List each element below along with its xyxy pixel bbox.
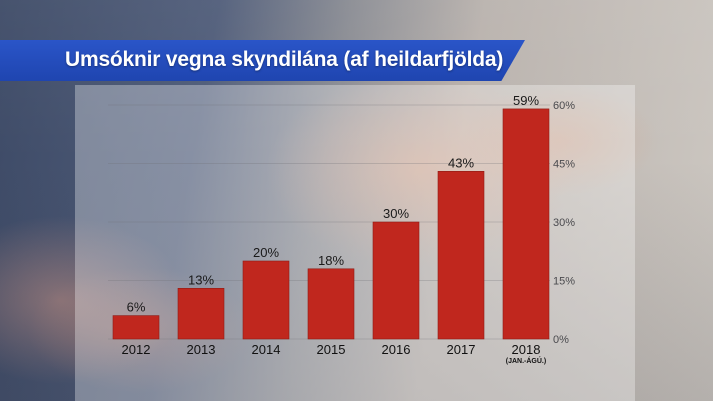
x-axis-labels: 2012 2013 2014 2015 2016 2017 2018(JAN.-ÁGÚ.) [122,342,547,365]
title-banner [0,40,525,81]
data-label: 18% [318,253,344,268]
bar [437,171,485,340]
category-label: 2014 [252,342,281,357]
category-label: 2016 [382,342,411,357]
data-label: 6% [127,300,146,315]
y-tick-label: 30% [553,217,575,229]
bar [242,260,290,340]
category-label: 2012 [122,342,151,357]
data-labels: 6% 13% 20% 18% 30% 43% 59% [127,93,540,315]
bars [112,108,550,340]
category-sublabel: (JAN.-ÁGÚ.) [506,356,546,365]
data-label: 20% [253,245,279,260]
bar [372,221,420,340]
category-label: 2015 [317,342,346,357]
bar [112,315,160,340]
data-label: 43% [448,155,474,170]
chart-title: Umsóknir vegna skyndilána (af heildarfjö… [65,48,504,71]
y-tick-label: 15% [553,276,575,288]
y-tick-label: 60% [553,100,575,112]
category-label: 2018 [512,342,541,357]
bar [502,108,550,340]
data-label: 30% [383,206,409,221]
y-axis-labels: 0% 15% 30% 45% 60% [553,100,575,346]
category-label: 2017 [447,342,476,357]
data-label: 59% [513,93,539,108]
data-label: 13% [188,272,214,287]
bar [177,287,225,340]
bar [307,268,355,340]
y-tick-label: 0% [553,334,569,346]
y-tick-label: 45% [553,159,575,171]
category-label: 2013 [187,342,216,357]
